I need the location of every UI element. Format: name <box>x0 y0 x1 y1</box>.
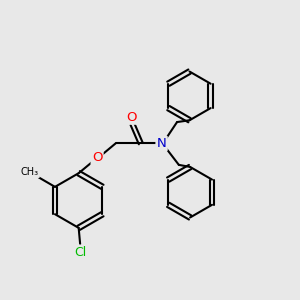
Text: CH₃: CH₃ <box>21 167 39 177</box>
Text: Cl: Cl <box>75 246 87 259</box>
Text: O: O <box>126 110 136 124</box>
Text: O: O <box>92 151 102 164</box>
Text: N: N <box>157 137 166 150</box>
